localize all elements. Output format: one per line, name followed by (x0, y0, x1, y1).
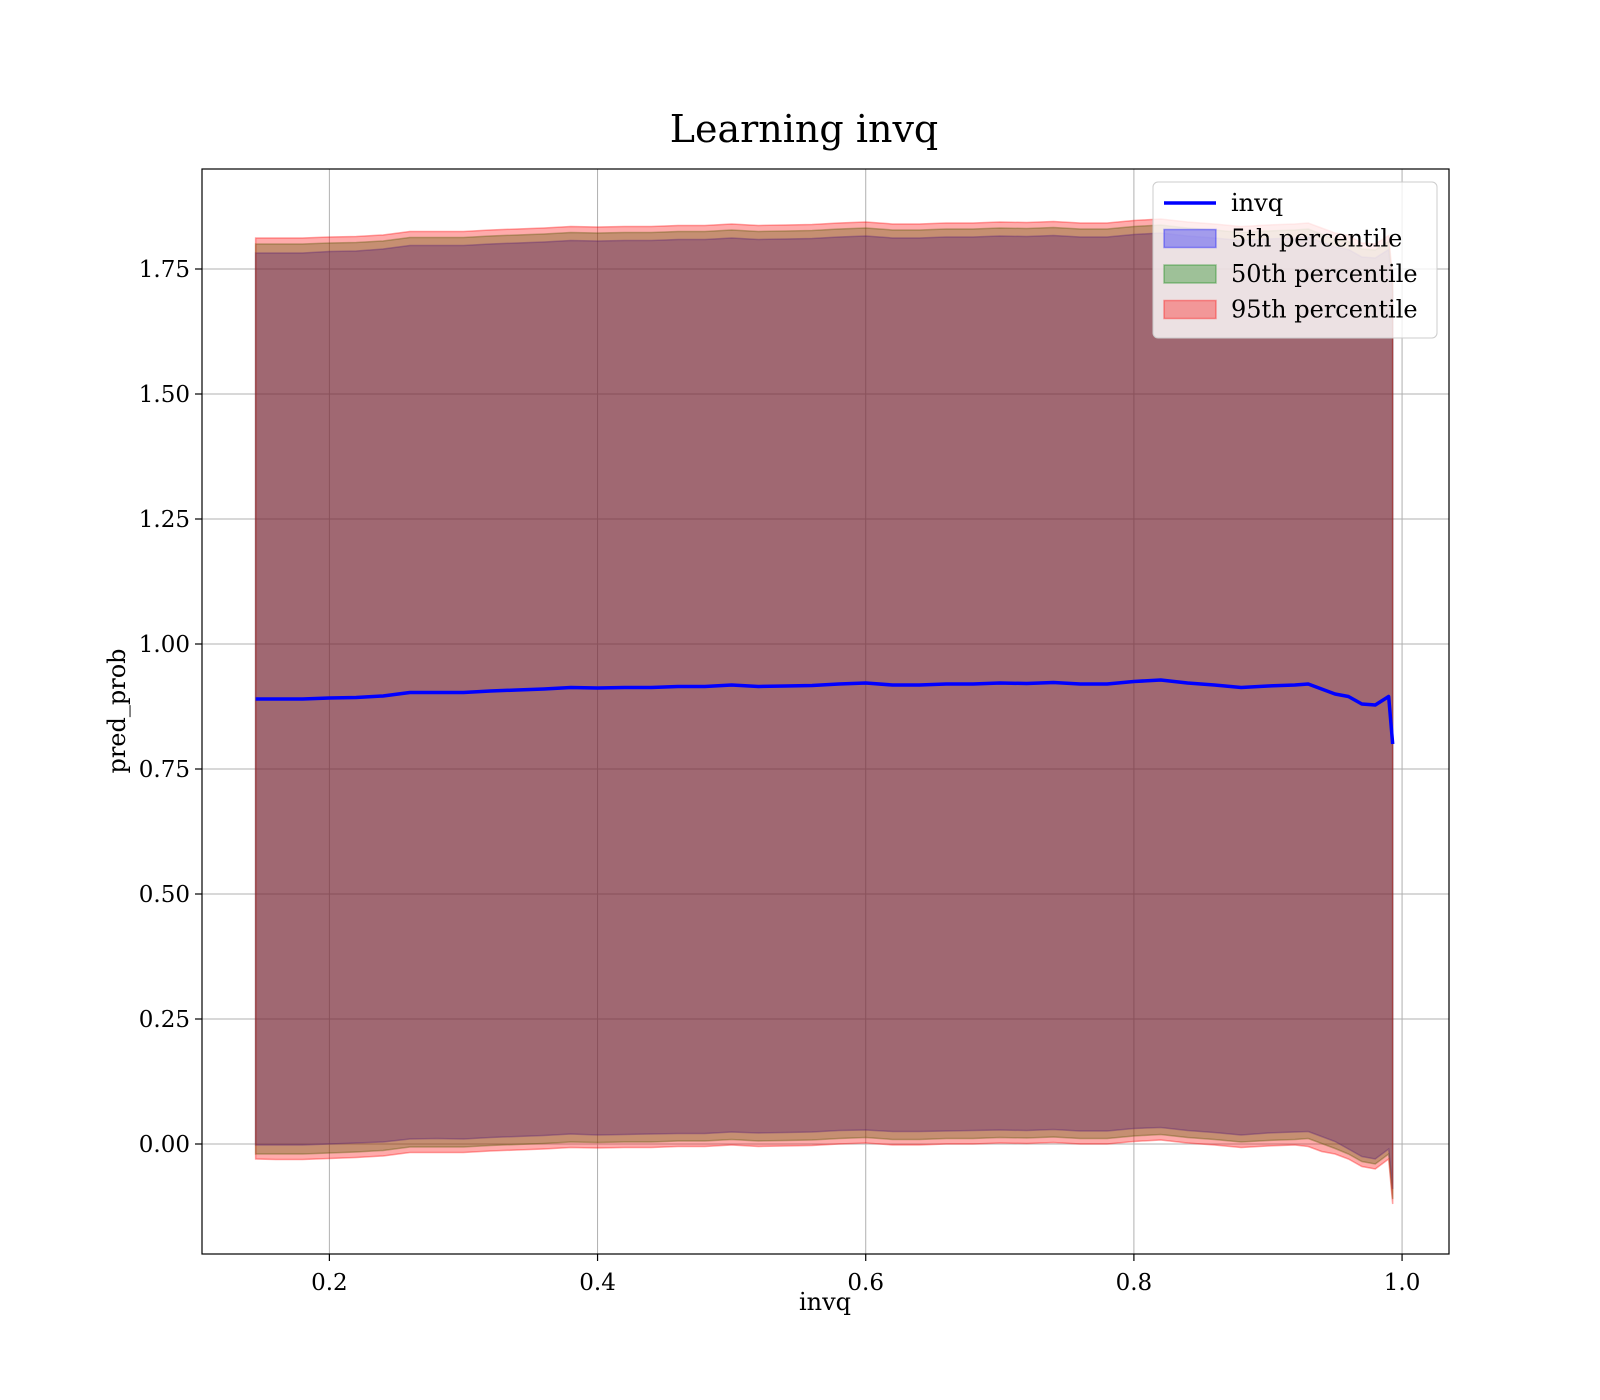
chart-title: Learning invq (670, 107, 938, 151)
line-invq (255, 678, 1395, 745)
y-tick-label: 1.50 (139, 382, 190, 408)
y-axis-label: pred_prob (103, 648, 131, 773)
band-50th-percentile (254, 224, 1394, 1200)
legend-band-swatch (1163, 299, 1217, 320)
y-tick-label: 1.25 (139, 507, 190, 533)
legend-label: 95th percentile (1231, 296, 1418, 324)
y-tick-label: 0.75 (139, 757, 190, 783)
x-tick-label: 1.0 (1384, 1270, 1421, 1296)
legend-label: 50th percentile (1231, 260, 1418, 288)
legend-box (1152, 181, 1438, 339)
series-lines (255, 678, 1395, 745)
y-tick-label: 0.25 (139, 1007, 190, 1033)
x-axis-label: invq (799, 1288, 851, 1316)
y-tick-label: 0.50 (139, 882, 190, 908)
x-tick-label: 0.6 (847, 1270, 884, 1296)
band-95th-percentile (254, 218, 1394, 1205)
legend-band-swatch (1163, 264, 1217, 284)
x-tick-label: 0.4 (579, 1270, 616, 1296)
x-tick-label: 0.8 (1116, 1270, 1153, 1296)
y-tick-label: 1.00 (139, 632, 190, 658)
legend-label: invq (1231, 189, 1283, 217)
legend-label: 5th percentile (1231, 225, 1402, 253)
x-tick-label: 0.2 (311, 1270, 348, 1296)
axis-ticks: 0.2 0.4 0.6 0.8 1.0 0.00 0.25 0.50 0.75 1.00 1.25 1… (139, 257, 1421, 1296)
legend: invq 5th percentile 50th percentile 95th pe… (1152, 181, 1438, 339)
band-5th-percentile (254, 232, 1394, 1190)
plot-frame (201, 168, 1450, 1255)
legend-band-swatch (1163, 228, 1217, 249)
y-tick-label: 0.00 (139, 1132, 190, 1158)
percentile-bands (254, 218, 1394, 1205)
y-tick-label: 1.75 (139, 257, 190, 283)
